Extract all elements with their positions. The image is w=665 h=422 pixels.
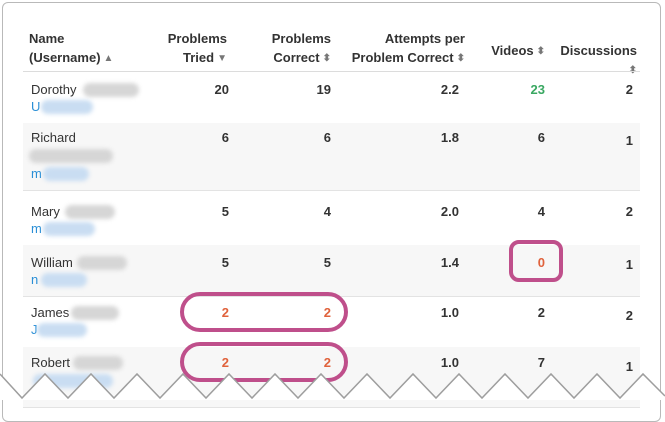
redacted-last-name [83, 83, 139, 97]
username-link[interactable]: m [31, 221, 42, 236]
videos-count: 2 [537, 305, 545, 320]
redacted-last-name [73, 356, 123, 370]
problems-tried: 5 [221, 255, 229, 270]
sort-desc-icon: ▼ [217, 53, 227, 65]
problems-tried: 5 [221, 204, 229, 219]
table-row[interactable]: Richard m 6 6 1.8 6 1 [23, 123, 640, 191]
col-name-header[interactable]: Name (Username) ▲ [29, 29, 113, 68]
torn-edge [0, 372, 665, 400]
redacted-username [43, 222, 95, 236]
table-row[interactable]: Dorothy U 20 19 2.2 23 2 [23, 72, 640, 124]
discussions-count: 2 [625, 82, 633, 97]
highlight-videos-zero [509, 240, 563, 282]
discussions-count: 1 [625, 359, 633, 374]
redacted-username [41, 273, 87, 287]
col-problems-tried-header[interactable]: Problems Tried ▼ [153, 29, 227, 68]
redacted-last-name [77, 256, 127, 270]
problems-correct: 4 [323, 204, 331, 219]
attempts-per-correct: 1.4 [440, 255, 459, 270]
username-link[interactable]: J [31, 322, 38, 337]
redacted-username [37, 323, 87, 337]
col-videos-header[interactable]: Videos ⬍ [483, 41, 545, 61]
col-discussions-header[interactable]: Discussions⬍ [551, 41, 637, 80]
discussions-count: 2 [625, 308, 633, 323]
problems-tried: 6 [221, 130, 229, 145]
attempts-per-correct: 2.2 [440, 82, 459, 97]
sort-icon: ⬍ [629, 61, 637, 80]
redacted-username [43, 167, 89, 181]
videos-count: 23 [530, 82, 545, 97]
student-first-name: Dorothy [31, 82, 77, 97]
problems-tried: 20 [214, 82, 229, 97]
table-row[interactable]: Mary m 5 4 2.0 4 2 [23, 190, 640, 246]
redacted-username [41, 100, 93, 114]
problems-correct: 19 [316, 82, 331, 97]
highlight-robert-problems [180, 342, 348, 382]
problems-tried: 2 [221, 355, 229, 370]
videos-count: 4 [537, 204, 545, 219]
sort-icon: ⬍ [322, 53, 331, 65]
header-divider [23, 71, 640, 72]
attempts-per-correct: 1.8 [440, 130, 459, 145]
student-first-name: Mary [31, 204, 60, 219]
sort-icon: ⬍ [536, 46, 545, 58]
username-link[interactable]: U [31, 99, 41, 114]
col-problems-correct-header[interactable]: Problems Correct ⬍ [255, 29, 331, 68]
problems-correct: 6 [323, 130, 331, 145]
videos-count: 6 [537, 130, 545, 145]
redacted-last-name [71, 306, 119, 320]
redacted-last-name [29, 149, 113, 163]
redacted-last-name [65, 205, 115, 219]
attempts-per-correct: 1.0 [440, 355, 459, 370]
videos-count: 0 [537, 255, 545, 270]
col-attempts-header[interactable]: Attempts per Problem Correct ⬍ [343, 29, 465, 68]
student-first-name: Richard [31, 130, 76, 145]
table-header: Name (Username) ▲ Problems Tried ▼ Problem… [3, 3, 660, 76]
discussions-count: 2 [625, 204, 633, 219]
problems-correct: 5 [323, 255, 331, 270]
attempts-per-correct: 2.0 [440, 204, 459, 219]
discussions-count: 1 [625, 133, 633, 148]
videos-count: 7 [537, 355, 545, 370]
discussions-count: 1 [625, 257, 633, 272]
username-link[interactable]: m [31, 166, 42, 181]
table-row[interactable]: William n 5 5 1.4 0 1 [23, 245, 640, 297]
sort-asc-icon: ▲ [103, 53, 114, 65]
highlight-james-problems [180, 292, 348, 332]
username-link[interactable]: n [31, 272, 39, 287]
attempts-per-correct: 1.0 [440, 305, 459, 320]
student-first-name: James [31, 305, 70, 320]
student-first-name: William [31, 255, 73, 270]
sort-icon: ⬍ [456, 53, 465, 65]
student-first-name: Robert [31, 355, 71, 370]
problems-tried: 2 [221, 305, 229, 320]
